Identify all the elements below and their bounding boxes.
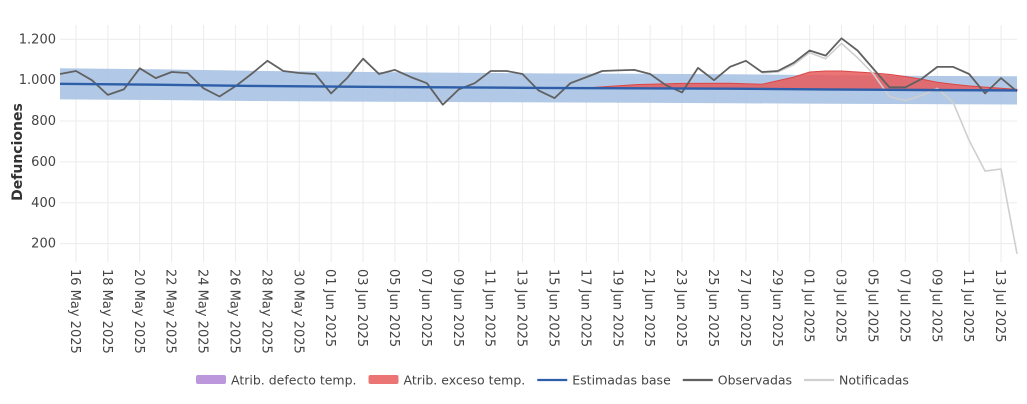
- legend-swatch: [368, 375, 399, 384]
- notificadas-line: [761, 42, 1018, 254]
- legend: Atrib. defecto temp. Atrib. exceso temp. E…: [196, 373, 909, 388]
- line-layer: [59, 37, 1018, 254]
- x-tick-label: 19 Jun 2025: [609, 269, 624, 347]
- x-tick-label: 23 Jun 2025: [673, 269, 688, 347]
- x-tick-label: 24 May 2025: [195, 269, 210, 354]
- x-tick-label: 28 May 2025: [258, 269, 273, 354]
- x-tick-label: 07 Jun 2025: [418, 269, 433, 347]
- y-axis-ticks: 200 400 600 800 1.000 1.200: [19, 32, 56, 251]
- observadas-line: [59, 37, 1018, 106]
- x-tick-label: 25 Jun 2025: [705, 269, 720, 347]
- estimadas-band: [60, 68, 1017, 105]
- x-tick-label: 03 Jul 2025: [833, 269, 848, 343]
- band-layer: [60, 68, 1017, 105]
- y-axis-label: Defunciones: [10, 103, 26, 201]
- legend-item[interactable]: Atrib. defecto temp.: [196, 373, 357, 388]
- x-tick-label: 22 May 2025: [163, 269, 178, 354]
- x-tick-label: 18 May 2025: [99, 269, 114, 354]
- x-tick-label: 27 Jun 2025: [737, 269, 752, 347]
- x-tick-label: 13 Jul 2025: [992, 269, 1007, 343]
- legend-item[interactable]: Atrib. exceso temp.: [368, 373, 526, 388]
- y-tick-label: 800: [31, 114, 56, 129]
- legend-item[interactable]: Observadas: [682, 373, 792, 388]
- y-tick-label: 1.200: [19, 32, 56, 47]
- x-axis-ticks: 16 May 2025 18 May 2025 20 May 2025 22 May …: [67, 269, 1007, 354]
- y-tick-label: 600: [31, 155, 56, 170]
- grid-layer: [60, 25, 1017, 262]
- y-tick-label: 400: [31, 196, 56, 211]
- y-tick-label: 1.000: [19, 73, 56, 88]
- legend-label: Atrib. defecto temp.: [231, 373, 357, 388]
- x-tick-label: 30 May 2025: [290, 269, 305, 354]
- x-tick-label: 03 Jun 2025: [354, 269, 369, 347]
- x-tick-label: 21 Jun 2025: [641, 269, 656, 347]
- x-tick-label: 11 Jul 2025: [960, 269, 975, 343]
- x-tick-label: 11 Jun 2025: [482, 269, 497, 347]
- x-tick-label: 15 Jun 2025: [545, 269, 560, 347]
- x-tick-label: 09 Jun 2025: [450, 269, 465, 347]
- legend-item[interactable]: Estimadas base: [537, 373, 671, 388]
- x-tick-label: 29 Jun 2025: [769, 269, 784, 347]
- x-tick-label: 01 Jun 2025: [322, 269, 337, 347]
- x-tick-label: 17 Jun 2025: [577, 269, 592, 347]
- legend-item[interactable]: Notificadas: [804, 373, 909, 388]
- legend-label: Observadas: [718, 373, 792, 388]
- y-tick-label: 200: [31, 237, 56, 252]
- legend-label: Atrib. exceso temp.: [404, 373, 526, 388]
- x-tick-label: 07 Jul 2025: [896, 269, 911, 343]
- legend-label: Estimadas base: [572, 373, 671, 388]
- x-tick-label: 16 May 2025: [67, 269, 82, 354]
- x-tick-label: 20 May 2025: [131, 269, 146, 354]
- x-tick-label: 05 Jun 2025: [386, 269, 401, 347]
- x-tick-label: 01 Jul 2025: [801, 269, 816, 343]
- legend-label: Notificadas: [839, 373, 909, 388]
- x-tick-label: 05 Jul 2025: [864, 269, 879, 343]
- x-tick-label: 09 Jul 2025: [928, 269, 943, 343]
- legend-swatch: [196, 375, 226, 384]
- x-tick-label: 13 Jun 2025: [514, 269, 529, 347]
- x-tick-label: 26 May 2025: [226, 269, 241, 354]
- estimadas-line: [59, 82, 1018, 92]
